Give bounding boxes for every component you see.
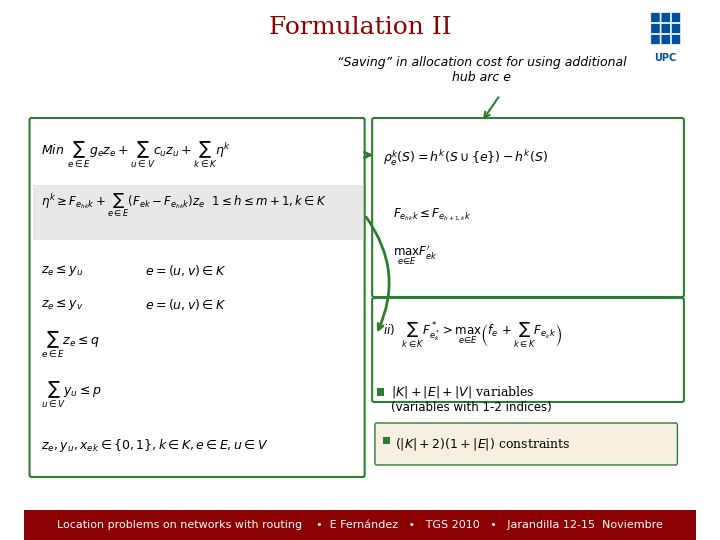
FancyBboxPatch shape	[375, 423, 678, 465]
Text: Location problems on networks with routing    •  E Fernández   •   TGS 2010   • : Location problems on networks with routi…	[57, 519, 663, 530]
FancyBboxPatch shape	[671, 35, 680, 44]
Text: $e = (u,v) \in K$: $e = (u,v) \in K$	[145, 298, 227, 313]
Text: $|K|+|E|+|V|$ variables: $|K|+|E|+|V|$ variables	[391, 384, 534, 400]
Text: $F_{e_{hk}k} \leq F_{e_{h+1,k}k}$: $F_{e_{hk}k} \leq F_{e_{h+1,k}k}$	[392, 207, 471, 223]
Text: UPC: UPC	[654, 53, 676, 63]
FancyBboxPatch shape	[661, 12, 670, 23]
Text: $e = (u,v) \in K$: $e = (u,v) \in K$	[145, 262, 227, 278]
FancyBboxPatch shape	[661, 24, 670, 33]
Text: $ii)\ \ \sum_{k \in K} F^*_{e^*_k} > \max_{e \in E}\left(f_e + \sum_{k \in K} F_: $ii)\ \ \sum_{k \in K} F^*_{e^*_k} > \ma…	[383, 320, 563, 350]
Text: Formulation II: Formulation II	[269, 17, 451, 39]
Text: $z_e \leq y_v$: $z_e \leq y_v$	[41, 298, 83, 313]
Bar	[383, 437, 390, 444]
FancyBboxPatch shape	[661, 35, 670, 44]
Text: $\eta^k \geq F_{e_{hk}k} + \sum_{e \in E}(F_{ek} - F_{e_{hk}k})z_e\ \ 1 \leq h \: $\eta^k \geq F_{e_{hk}k} + \sum_{e \in E…	[41, 191, 327, 219]
FancyBboxPatch shape	[30, 118, 364, 477]
Text: $\sum_{e \in E} z_e \leq q$: $\sum_{e \in E} z_e \leq q$	[41, 330, 100, 360]
Text: $\sum_{u \in V} y_u \leq p$: $\sum_{u \in V} y_u \leq p$	[41, 380, 102, 410]
Text: $z_e \leq y_u$: $z_e \leq y_u$	[41, 262, 83, 278]
Text: $z_e, y_u, x_{ek} \in \{0,1\}, k \in K, e \in E, u \in V$: $z_e, y_u, x_{ek} \in \{0,1\}, k \in K, …	[41, 436, 268, 454]
Text: $Min\ \sum_{e \in E} g_e z_e + \sum_{u \in V} c_u z_u + \sum_{k \in K} \eta^k$: $Min\ \sum_{e \in E} g_e z_e + \sum_{u \…	[41, 140, 231, 170]
FancyBboxPatch shape	[651, 35, 660, 44]
FancyBboxPatch shape	[651, 12, 660, 23]
Text: $\max_{e \in E} F^{\prime}_{ek}$: $\max_{e \in E} F^{\prime}_{ek}$	[392, 244, 437, 267]
Bar	[33, 185, 363, 240]
Text: $\rho_e^k(S) = h^k(S \cup \{e\}) - h^k(S)$: $\rho_e^k(S) = h^k(S \cup \{e\}) - h^k(S…	[383, 148, 548, 168]
FancyBboxPatch shape	[671, 12, 680, 23]
Bar	[377, 388, 384, 396]
Bar	[24, 510, 696, 540]
Text: $(|K|+2)(1+|E|)$ constraints: $(|K|+2)(1+|E|)$ constraints	[395, 436, 571, 452]
Text: “Saving” in allocation cost for using additional
hub arc e: “Saving” in allocation cost for using ad…	[336, 56, 626, 84]
FancyBboxPatch shape	[372, 298, 684, 402]
FancyBboxPatch shape	[651, 24, 660, 33]
FancyBboxPatch shape	[671, 24, 680, 33]
Text: (variables with 1-2 indices): (variables with 1-2 indices)	[391, 402, 552, 415]
FancyBboxPatch shape	[372, 118, 684, 297]
